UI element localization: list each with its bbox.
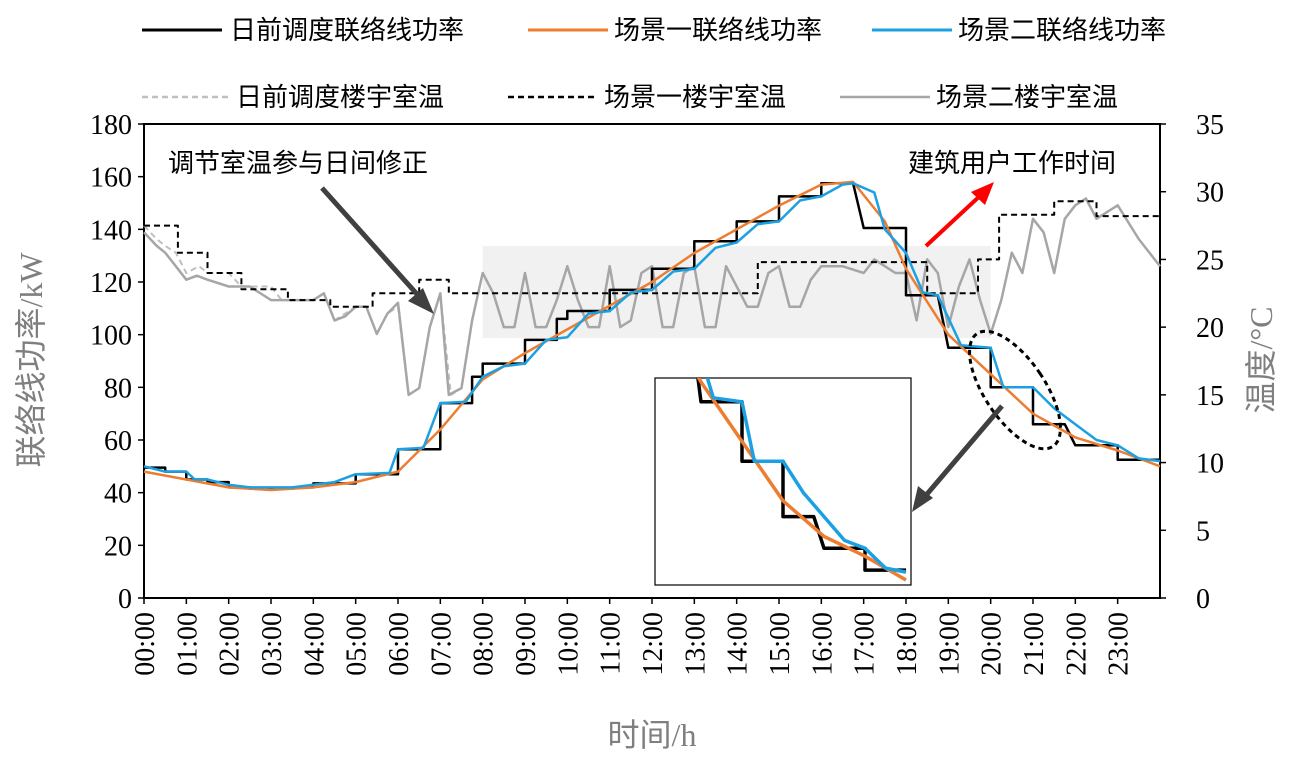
y2-tick-label: 0: [1196, 584, 1210, 615]
x-tick-label: 02:00: [215, 612, 246, 676]
x-tick-label: 12:00: [638, 612, 669, 676]
annotation-arrow-inset-head: [912, 486, 933, 512]
x-tick-label: 08:00: [469, 612, 500, 676]
annotation-arrow-red: [924, 192, 984, 248]
x-tick-label: 20:00: [977, 612, 1008, 676]
legend-label-p-dayahead: 日前调度联络线功率: [230, 16, 464, 46]
x-tick-label: 13:00: [680, 612, 711, 676]
y-tick-label: 160: [90, 163, 132, 194]
x-tick-label: 00:00: [130, 612, 161, 676]
y-tick-label: 180: [90, 110, 132, 141]
y-tick-label: 120: [90, 268, 132, 299]
annotation-arrow-red-head: [971, 182, 994, 205]
y2-tick-label: 25: [1196, 245, 1224, 276]
legend-label-t-dayahead: 日前调度楼宇室温: [236, 83, 444, 113]
x-tick-label: 15:00: [765, 612, 796, 676]
y2-axis-title: 温度/°C: [1243, 306, 1279, 413]
y2-tick-label: 35: [1196, 110, 1224, 141]
y-tick-label: 0: [118, 584, 132, 615]
inset-series-layer: [696, 378, 907, 582]
highlight-ellipse: [968, 329, 1062, 451]
y-tick-label: 140: [90, 215, 132, 246]
series-line-p-s1: [143, 180, 1161, 492]
annotation-left: 调节室温参与日间修正: [168, 149, 428, 179]
x-tick-label: 09:00: [511, 612, 542, 676]
x-tick-label: 22:00: [1061, 612, 1092, 676]
plot-area-frame: [143, 123, 1161, 599]
x-tick-label: 21:00: [1019, 612, 1050, 676]
legend: 日前调度联络线功率 场景一联络线功率 场景二联络线功率 日前调度楼宇室温 场景一…: [142, 16, 1166, 113]
x-tick-label: 11:00: [596, 612, 627, 675]
axis-ticks: 0 20 40 60 80 100 120 140 160 180 0 5 10 15 20 25 30 35 00…: [90, 110, 1224, 676]
y-tick-label: 20: [104, 531, 132, 562]
y2-tick-label: 15: [1196, 381, 1224, 412]
inset-line-p-s1: [696, 378, 907, 582]
x-tick-label: 03:00: [257, 612, 288, 676]
legend-label-t-s2: 场景二楼宇室温: [936, 83, 1118, 113]
legend-label-t-s1: 场景一楼宇室温: [604, 83, 786, 113]
x-tick-label: 18:00: [892, 612, 923, 676]
y2-tick-label: 5: [1196, 516, 1210, 547]
legend-label-p-s2: 场景二联络线功率: [958, 16, 1166, 46]
x-tick-label: 16:00: [807, 612, 838, 676]
series-layer: [143, 180, 1161, 492]
inset-line-p-s2: [705, 378, 907, 574]
annotation-arrow-left: [320, 186, 426, 304]
x-axis-title: 时间/h: [608, 717, 697, 753]
x-tick-label: 01:00: [172, 612, 203, 676]
x-tick-label: 06:00: [384, 612, 415, 676]
y-tick-label: 60: [104, 426, 132, 457]
x-tick-label: 23:00: [1104, 612, 1135, 676]
y-tick-label: 40: [104, 479, 132, 510]
x-tick-label: 19:00: [934, 612, 965, 676]
x-tick-label: 14:00: [723, 612, 754, 676]
y-tick-label: 100: [90, 321, 132, 352]
series-line-p-s2: [143, 182, 1161, 489]
x-tick-label: 10:00: [553, 612, 584, 676]
annotation-arrow-inset: [920, 404, 1004, 502]
x-tick-label: 07:00: [426, 612, 457, 676]
y-axis-title: 联络线功率/kW: [13, 252, 49, 468]
legend-label-p-s1: 场景一联络线功率: [614, 16, 822, 46]
y2-tick-label: 10: [1196, 449, 1224, 480]
y-tick-label: 80: [104, 373, 132, 404]
y2-tick-label: 30: [1196, 178, 1224, 209]
x-tick-label: 17:00: [850, 612, 881, 676]
annotation-right: 建筑用户工作时间: [908, 149, 1116, 179]
annotation-arrow-left-head: [408, 288, 434, 314]
y2-tick-label: 20: [1196, 313, 1224, 344]
x-tick-label: 04:00: [299, 612, 330, 676]
x-tick-label: 05:00: [342, 612, 373, 676]
series-line-t-s2: [143, 197, 1161, 397]
